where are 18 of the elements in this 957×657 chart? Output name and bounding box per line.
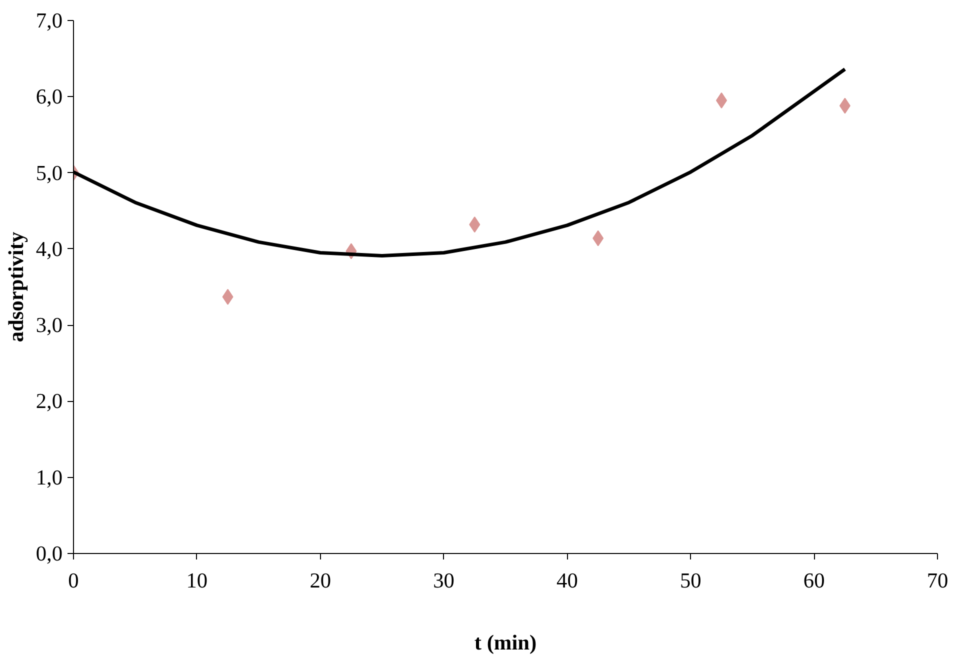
x-tick-label: 30 [433,568,454,592]
x-tick-label: 40 [556,568,578,592]
y-tick-label: 0,0 [36,542,63,566]
y-axis-title: adsorptivity [4,232,28,342]
x-axis-title: t (min) [474,630,537,654]
y-tick-label: 6,0 [36,84,63,109]
x-tick-label: 10 [186,568,208,592]
x-tick-label: 50 [680,568,702,592]
y-tick-label: 5,0 [36,160,63,185]
y-tick-label: 1,0 [36,465,63,490]
y-tick-label: 7,0 [36,8,63,32]
x-tick-label: 70 [926,568,948,592]
x-tick-label: 0 [68,568,79,592]
y-tick-label: 4,0 [36,236,63,261]
y-tick-label: 2,0 [36,389,63,414]
x-tick-label: 60 [803,568,825,592]
y-tick-label: 3,0 [36,313,63,338]
x-tick-label: 20 [310,568,332,592]
